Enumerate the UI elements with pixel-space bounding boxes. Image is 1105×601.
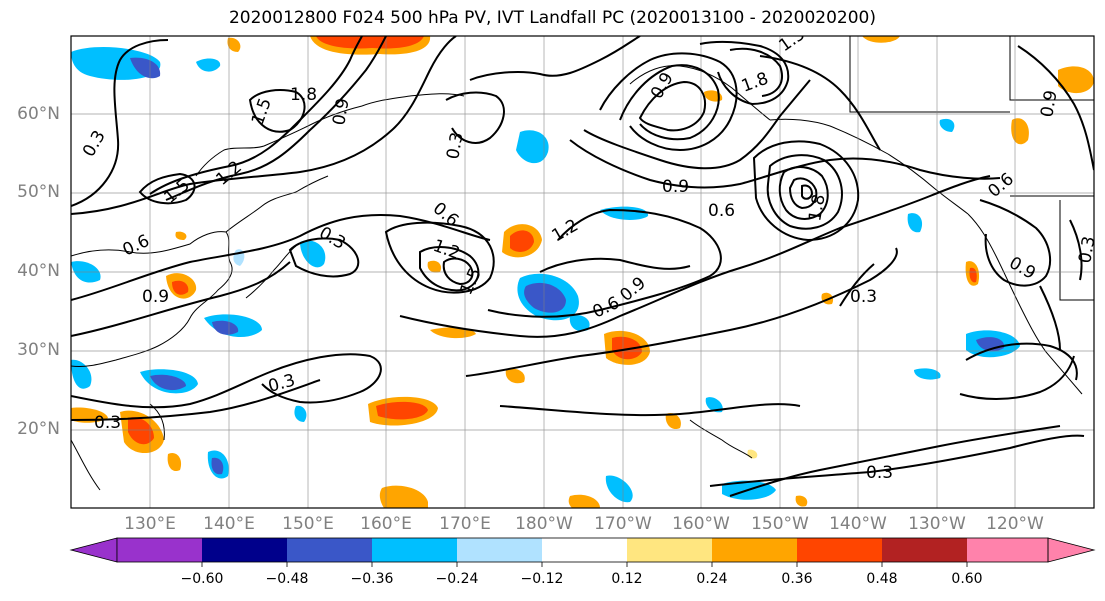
coastlines xyxy=(71,36,1094,491)
colorbar-extend-low xyxy=(69,537,118,563)
colorbar-segment xyxy=(882,538,967,562)
colorbar-tick: 0.60 xyxy=(951,571,983,587)
lon-label-140w: 140°W xyxy=(829,514,887,534)
lon-label-140e: 140°E xyxy=(203,514,255,534)
colorbar-tick: 0.36 xyxy=(781,571,813,587)
contour-label: 0.9 xyxy=(1037,89,1061,119)
colorbar-extend-high xyxy=(1047,537,1096,563)
lon-label-160w: 160°W xyxy=(672,514,730,534)
contour-label: 0.6 xyxy=(708,201,735,221)
lat-label-50n: 50°N xyxy=(17,182,60,202)
colorbar-tick: −0.60 xyxy=(180,571,224,587)
contour-label: 0.3 xyxy=(850,287,877,307)
lat-label-20n: 20°N xyxy=(17,419,60,439)
lon-label-170w: 170°W xyxy=(594,514,652,534)
colorbar-segment xyxy=(457,538,542,562)
contour-label: 1.8 xyxy=(290,85,317,105)
lon-label-120w: 120°W xyxy=(986,514,1044,534)
colorbar-segment xyxy=(797,538,882,562)
colorbar-tick: −0.36 xyxy=(350,571,394,587)
colorbar-segment xyxy=(627,538,712,562)
colorbar-tick: 0.24 xyxy=(696,571,728,587)
lon-label-180w: 180°W xyxy=(515,514,573,534)
colorbar-tick: 0.48 xyxy=(866,571,898,587)
colorbar-segment xyxy=(287,538,372,562)
lon-label-150e: 150°E xyxy=(282,514,334,534)
lon-label-130e: 130°E xyxy=(124,514,176,534)
contour-label: 0.3 xyxy=(866,463,893,483)
colorbar-tick: −0.12 xyxy=(520,571,564,587)
colorbar xyxy=(69,537,1096,567)
pv-contours xyxy=(71,36,1094,497)
contour-label: 1.8 xyxy=(805,193,829,223)
positive-anomaly-shading xyxy=(71,36,1094,508)
pv-shading xyxy=(71,36,1094,508)
lat-label-40n: 40°N xyxy=(17,261,60,281)
lat-label-60n: 60°N xyxy=(17,104,60,124)
lon-label-170e: 170°E xyxy=(439,514,491,534)
lon-label-160e: 160°E xyxy=(360,514,412,534)
graticule xyxy=(71,36,1094,508)
colorbar-tick: −0.48 xyxy=(265,571,309,587)
colorbar-segment xyxy=(712,538,797,562)
lat-label-30n: 30°N xyxy=(17,340,60,360)
colorbar-tick: 0.12 xyxy=(611,571,643,587)
contour-label: 0.3 xyxy=(94,413,121,433)
contour-label: 0.9 xyxy=(329,97,353,127)
colorbar-segment xyxy=(542,538,627,562)
lon-label-130w: 130°W xyxy=(908,514,966,534)
contour-label: 0.3 xyxy=(443,131,467,161)
negative-anomaly-shading xyxy=(71,47,1020,503)
colorbar-segment xyxy=(202,538,287,562)
contour-label: 0.9 xyxy=(142,287,169,307)
colorbar-segment xyxy=(117,538,202,562)
colorbar-tick: −0.24 xyxy=(435,571,479,587)
contour-label: 0.3 xyxy=(1075,235,1099,265)
lon-label-150w: 150°W xyxy=(751,514,809,534)
contour-label: 0.9 xyxy=(662,177,689,197)
colorbar-segment xyxy=(967,538,1048,562)
map-title: 2020012800 F024 500 hPa PV, IVT Landfall… xyxy=(228,8,876,28)
colorbar-segment xyxy=(372,538,457,562)
